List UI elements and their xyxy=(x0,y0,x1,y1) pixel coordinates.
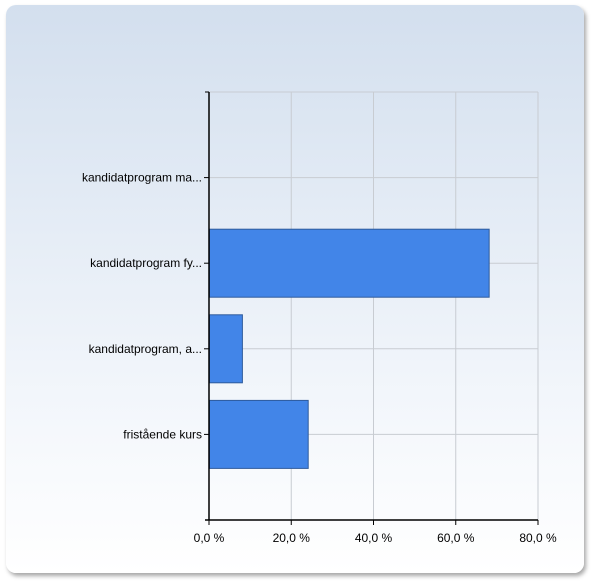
x-tick-label: 40,0 % xyxy=(355,531,393,545)
bar xyxy=(209,228,490,298)
category-label: kandidatprogram ma... xyxy=(82,171,202,185)
bar xyxy=(209,399,309,469)
category-label: kandidatprogram, a... xyxy=(89,342,202,356)
x-tick-label: 80,0 % xyxy=(519,531,557,545)
bar xyxy=(209,314,243,384)
category-label: kandidatprogram fy... xyxy=(90,256,202,270)
x-tick-label: 20,0 % xyxy=(273,531,311,545)
x-tick-label: 60,0 % xyxy=(437,531,475,545)
category-label: fristående kurs xyxy=(123,427,202,441)
x-tick-label: 0,0 % xyxy=(194,531,225,545)
